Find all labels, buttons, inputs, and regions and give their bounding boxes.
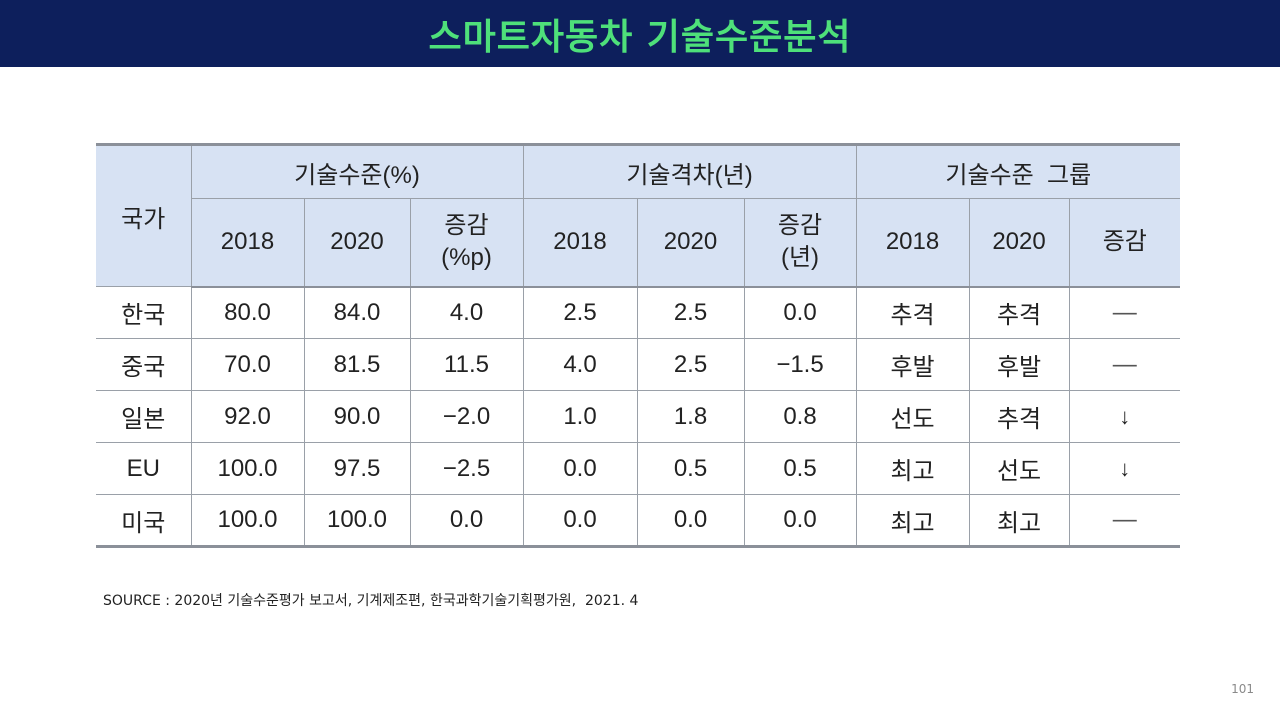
arrow-down-icon: ↓ (1068, 442, 1181, 495)
table-cell: 2.5 (636, 338, 745, 391)
table-cell: 70.0 (190, 338, 305, 391)
header-row-years: 2018 2020 증감 (%p) 2018 2020 증감 (년) 2018 20… (96, 198, 1181, 288)
table-cell: 2.5 (522, 286, 638, 339)
table-cell: 4.0 (522, 338, 638, 391)
country-cell: 중국 (96, 338, 192, 391)
table-cell: −1.5 (743, 338, 857, 391)
table-cell: 92.0 (190, 390, 305, 443)
table-cell: 0.5 (636, 442, 745, 495)
subheader: 2020 (636, 198, 745, 288)
table-cell: 0.0 (743, 494, 857, 548)
table-cell: 후발 (968, 338, 1070, 391)
table-cell: 0.0 (636, 494, 745, 548)
table-cell: 선도 (968, 442, 1070, 495)
table-cell: 선도 (855, 390, 970, 443)
header-group-tech-gap: 기술격차(년) (522, 143, 857, 199)
table-cell: 최고 (855, 494, 970, 548)
table-cell: 81.5 (303, 338, 411, 391)
table-row: 한국 80.0 84.0 4.0 2.5 2.5 0.0 추격 추격 — (96, 286, 1181, 339)
subheader: 2018 (855, 198, 970, 288)
country-cell: 미국 (96, 494, 192, 548)
subheader: 2020 (968, 198, 1070, 288)
table-cell: 4.0 (409, 286, 524, 339)
table-cell: 후발 (855, 338, 970, 391)
table-cell: 추격 (855, 286, 970, 339)
table-row: 미국 100.0 100.0 0.0 0.0 0.0 0.0 최고 최고 — (96, 494, 1181, 548)
table-cell: 90.0 (303, 390, 411, 443)
table-cell: 1.8 (636, 390, 745, 443)
subheader: 증감 (년) (743, 198, 857, 288)
source-note: SOURCE : 2020년 기술수준평가 보고서, 기계제조편, 한국과학기술… (103, 593, 639, 609)
subheader: 2018 (522, 198, 638, 288)
table-cell: 2.5 (636, 286, 745, 339)
table-cell: 100.0 (190, 442, 305, 495)
table-cell: 100.0 (303, 494, 411, 548)
table-cell: 0.0 (743, 286, 857, 339)
change-dash-icon: — (1068, 286, 1181, 339)
table-cell: 최고 (855, 442, 970, 495)
table-cell: −2.5 (409, 442, 524, 495)
subheader: 2018 (191, 198, 305, 288)
table-cell: 0.0 (522, 494, 638, 548)
table-cell: 0.5 (743, 442, 857, 495)
table-cell: 최고 (968, 494, 1070, 548)
table-cell: 11.5 (409, 338, 524, 391)
table-row: 일본 92.0 90.0 −2.0 1.0 1.8 0.8 선도 추격 ↓ (96, 390, 1181, 443)
header-group-tech-level: 기술수준(%) (190, 143, 524, 199)
country-cell: 한국 (96, 286, 192, 339)
table-cell: 97.5 (303, 442, 411, 495)
header-group-tech-group: 기술수준 그룹 (855, 143, 1181, 199)
subheader: 증감 (%p) (409, 198, 524, 288)
page-number: 101 (1231, 682, 1254, 696)
table-cell: 100.0 (190, 494, 305, 548)
tech-level-table: 국가 기술수준(%) 기술격차(년) 기술수준 그룹 2018 2020 증감(… (96, 143, 1181, 548)
table-cell: −2.0 (409, 390, 524, 443)
header-country: 국가 (96, 143, 192, 287)
change-dash-icon: — (1068, 338, 1181, 391)
title-bar: 스마트자동차 기술수준분석 (0, 0, 1280, 67)
table-cell: 추격 (968, 390, 1070, 443)
table-cell: 80.0 (190, 286, 305, 339)
change-dash-icon: — (1068, 494, 1181, 548)
table-cell: 0.0 (522, 442, 638, 495)
arrow-down-icon: ↓ (1068, 390, 1181, 443)
table-row: 중국 70.0 81.5 11.5 4.0 2.5 −1.5 후발 후발 — (96, 338, 1181, 391)
header-row-groups: 국가 기술수준(%) 기술격차(년) 기술수준 그룹 (96, 143, 1181, 287)
table-cell: 추격 (968, 286, 1070, 339)
table-cell: 1.0 (522, 390, 638, 443)
country-cell: EU (96, 442, 192, 495)
subheader: 증감 (1068, 198, 1181, 288)
table-cell: 84.0 (303, 286, 411, 339)
subheader: 2020 (303, 198, 411, 288)
table-row: EU 100.0 97.5 −2.5 0.0 0.5 0.5 최고 선도 ↓ (96, 442, 1181, 495)
country-cell: 일본 (96, 390, 192, 443)
table-cell: 0.0 (409, 494, 524, 548)
table-cell: 0.8 (743, 390, 857, 443)
slide-title: 스마트자동차 기술수준분석 (428, 16, 852, 58)
